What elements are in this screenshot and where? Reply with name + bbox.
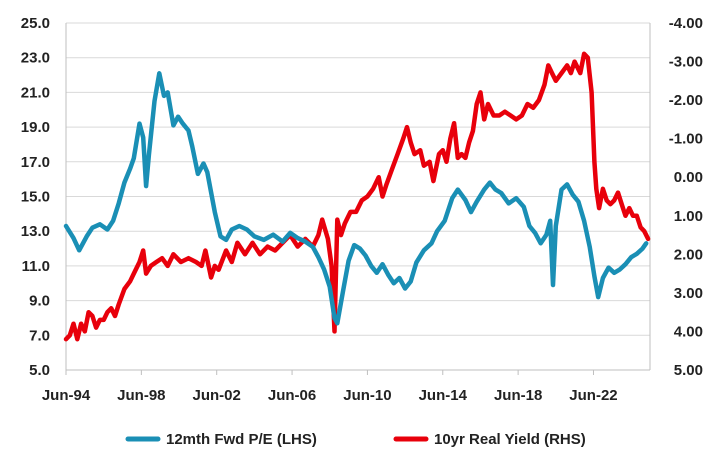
x-tick-label: Jun-98 — [117, 387, 165, 404]
right-tick-label: 1.00 — [674, 208, 703, 225]
left-tick-label: 11.0 — [22, 258, 50, 275]
legend-item-pe: 12mth Fwd P/E (LHS) — [166, 431, 317, 448]
x-tick-label: Jun-94 — [42, 387, 91, 404]
x-tick-label: Jun-14 — [419, 387, 468, 404]
series-line-real-yield — [63, 51, 651, 342]
right-tick-label: -1.00 — [669, 131, 703, 148]
axes — [65, 23, 651, 371]
left-tick-label: 9.0 — [29, 293, 50, 310]
left-tick-label: 5.0 — [29, 362, 50, 379]
x-tick-label: Jun-22 — [569, 387, 617, 404]
left-tick-label: 23.0 — [21, 50, 50, 67]
left-tick-label: 19.0 — [21, 119, 50, 136]
left-tick-label: 7.0 — [29, 327, 50, 344]
legend-item-real-yield: 10yr Real Yield (RHS) — [434, 431, 586, 448]
x-tick-label: Jun-06 — [268, 387, 316, 404]
legend: 12mth Fwd P/E (LHS) 10yr Real Yield (RHS) — [125, 431, 586, 448]
right-tick-label: 5.00 — [674, 362, 703, 379]
right-tick-label: 2.00 — [674, 246, 703, 263]
series-line-pe — [63, 71, 649, 326]
left-tick-label: 15.0 — [21, 189, 50, 206]
x-tick-label: Jun-18 — [494, 387, 542, 404]
right-tick-label: -3.00 — [669, 54, 703, 71]
x-tick-label: Jun-10 — [343, 387, 391, 404]
gridlines — [66, 22, 650, 371]
x-axis-ticks: Jun-94 Jun-98 Jun-02 Jun-06 Jun-10 Jun-14 Jun-… — [42, 370, 618, 404]
right-tick-label: -2.00 — [669, 92, 703, 109]
right-tick-label: -4.00 — [669, 15, 703, 32]
left-tick-label: 13.0 — [21, 223, 50, 240]
left-tick-label: 25.0 — [21, 15, 50, 32]
right-axis-ticks: -4.00 -3.00 -2.00 -1.00 0.00 1.00 2.00 3.00 4.00… — [669, 15, 703, 379]
left-axis-ticks: 5.0 7.0 9.0 11.0 13.0 15.0 17.0 19.0 21.0 23.0 25.… — [21, 15, 50, 379]
left-tick-label: 17.0 — [21, 154, 50, 171]
left-tick-label: 21.0 — [21, 84, 50, 101]
right-tick-label: 0.00 — [674, 169, 703, 186]
right-tick-label: 3.00 — [674, 285, 703, 302]
right-tick-label: 4.00 — [674, 323, 703, 340]
series-lines — [63, 51, 651, 342]
x-tick-label: Jun-02 — [193, 387, 241, 404]
